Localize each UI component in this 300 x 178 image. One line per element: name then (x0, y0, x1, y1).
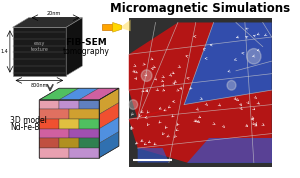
Text: FIB-SEM: FIB-SEM (65, 38, 107, 47)
Polygon shape (39, 138, 59, 148)
Text: 1.4: 1.4 (0, 49, 8, 54)
Polygon shape (59, 100, 79, 109)
Bar (129, 18, 272, 167)
Polygon shape (102, 24, 113, 30)
Polygon shape (13, 27, 66, 76)
Circle shape (227, 80, 236, 90)
Text: 200nm: 200nm (133, 167, 158, 173)
Polygon shape (79, 138, 99, 148)
Polygon shape (69, 109, 99, 119)
Text: 800nm: 800nm (31, 83, 48, 88)
Polygon shape (39, 148, 69, 158)
Text: 20nm: 20nm (46, 11, 61, 16)
Polygon shape (59, 119, 79, 129)
Text: tomography: tomography (62, 47, 109, 56)
Polygon shape (79, 100, 99, 109)
Polygon shape (59, 138, 79, 148)
Circle shape (129, 100, 138, 109)
Polygon shape (39, 109, 69, 119)
Circle shape (247, 49, 261, 64)
Polygon shape (122, 20, 130, 31)
Polygon shape (187, 138, 272, 163)
Polygon shape (79, 88, 119, 100)
Polygon shape (99, 88, 119, 114)
Text: Micromagnetic Simulations: Micromagnetic Simulations (110, 2, 290, 15)
Polygon shape (184, 22, 272, 105)
Polygon shape (138, 148, 169, 163)
Polygon shape (39, 119, 59, 129)
Polygon shape (99, 117, 119, 143)
Polygon shape (79, 119, 99, 129)
Circle shape (141, 70, 152, 81)
Polygon shape (39, 100, 59, 109)
Polygon shape (99, 132, 119, 158)
Polygon shape (99, 103, 119, 129)
Polygon shape (129, 90, 272, 163)
Polygon shape (69, 148, 99, 158)
Polygon shape (113, 22, 122, 32)
Polygon shape (13, 18, 82, 27)
Polygon shape (59, 88, 99, 100)
Text: Nd-Fe-B: Nd-Fe-B (10, 123, 40, 132)
Polygon shape (69, 129, 99, 138)
Polygon shape (39, 88, 79, 100)
Text: 3D model: 3D model (10, 116, 47, 125)
Polygon shape (39, 129, 69, 138)
Text: easy
texture: easy texture (30, 41, 48, 52)
Polygon shape (66, 18, 82, 76)
Polygon shape (129, 22, 214, 119)
